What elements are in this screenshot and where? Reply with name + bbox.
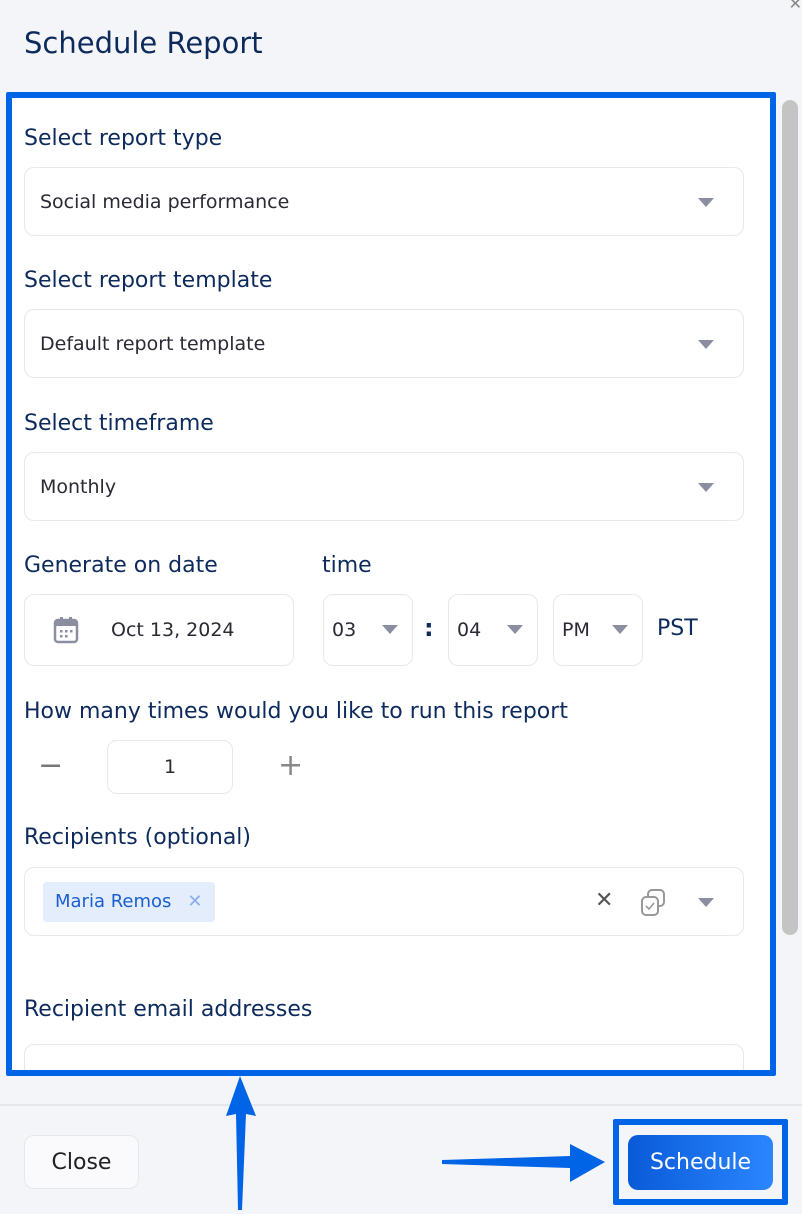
dialog-title: Schedule Report: [24, 26, 263, 60]
report-type-select[interactable]: Social media performance: [24, 167, 744, 236]
clear-all-icon[interactable]: ✕: [595, 888, 614, 913]
chevron-down-icon: [698, 198, 714, 207]
runs-label: How many times would you like to run thi…: [24, 699, 568, 724]
chevron-down-icon: [698, 483, 714, 492]
date-picker[interactable]: Oct 13, 2024: [24, 594, 294, 666]
report-type-label: Select report type: [24, 126, 223, 151]
time-label: time: [322, 553, 372, 578]
recipients-label: Recipients (optional): [24, 825, 252, 850]
ampm-select[interactable]: PM: [553, 594, 643, 666]
hour-value: 03: [332, 619, 357, 641]
chevron-down-icon: [698, 898, 714, 907]
minute-value: 04: [457, 619, 482, 641]
form-panel: Select report type Social media performa…: [10, 96, 772, 1072]
decrement-button[interactable]: −: [38, 748, 64, 783]
report-template-select[interactable]: Default report template: [24, 309, 744, 378]
recipient-chip: Maria Remos ✕: [43, 881, 215, 922]
ampm-value: PM: [562, 619, 590, 641]
report-template-value: Default report template: [40, 332, 266, 355]
emails-label: Recipient email addresses: [24, 997, 313, 1022]
timeframe-select[interactable]: Monthly: [24, 452, 744, 521]
report-template-label: Select report template: [24, 268, 273, 293]
timeframe-label: Select timeframe: [24, 411, 214, 436]
remove-chip-icon[interactable]: ✕: [187, 891, 203, 912]
recipients-select[interactable]: Maria Remos ✕ ✕: [24, 867, 744, 936]
chevron-down-icon: [612, 625, 628, 634]
runs-input[interactable]: 1: [107, 740, 233, 794]
close-button[interactable]: Close: [24, 1135, 139, 1189]
increment-button[interactable]: +: [278, 748, 304, 783]
scrollbar[interactable]: [782, 100, 798, 935]
select-all-icon[interactable]: [639, 888, 667, 918]
timeframe-value: Monthly: [40, 475, 117, 498]
recipient-name: Maria Remos: [55, 891, 172, 912]
chevron-down-icon: [698, 340, 714, 349]
hour-select[interactable]: 03: [323, 594, 413, 666]
emails-input[interactable]: [24, 1044, 744, 1072]
chevron-down-icon: [382, 625, 398, 634]
close-dialog-icon[interactable]: ✕: [788, 0, 802, 13]
time-separator: :: [424, 614, 434, 642]
minute-select[interactable]: 04: [448, 594, 538, 666]
date-label: Generate on date: [24, 553, 218, 578]
report-type-value: Social media performance: [40, 190, 290, 213]
schedule-button[interactable]: Schedule: [628, 1135, 773, 1190]
chevron-down-icon: [507, 625, 523, 634]
date-value: Oct 13, 2024: [111, 619, 235, 641]
calendar-icon: [53, 617, 79, 644]
runs-value: 1: [163, 756, 177, 778]
timezone: PST: [657, 616, 698, 641]
